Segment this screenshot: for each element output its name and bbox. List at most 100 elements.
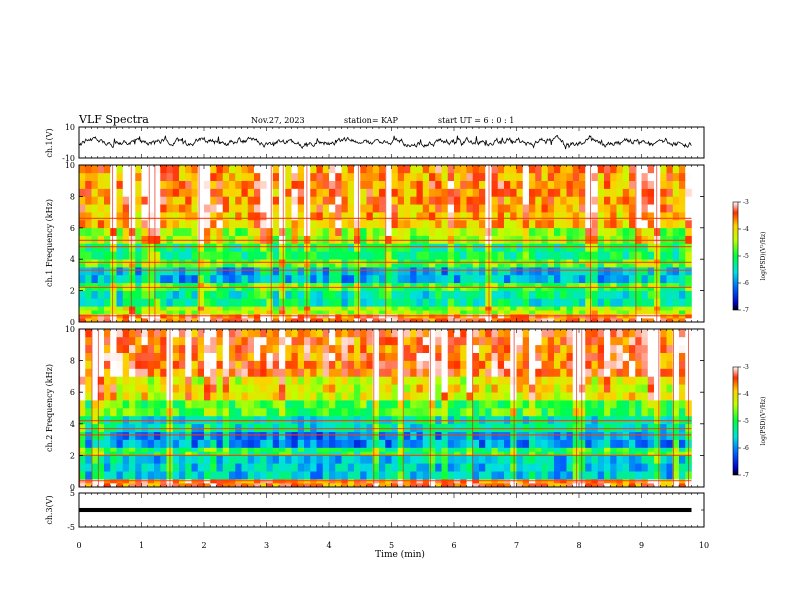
- spectrogram-cell: [85, 212, 92, 221]
- spectrogram-cell: [285, 235, 292, 244]
- spectrogram-cell: [566, 455, 574, 464]
- spectrogram-cell: [366, 423, 374, 432]
- spectrogram-cell: [260, 384, 267, 393]
- spectrogram-cell: [197, 451, 205, 456]
- spectrogram-cell: [685, 267, 692, 276]
- spectrogram-cell: [172, 227, 180, 236]
- spectrogram-cell: [435, 259, 442, 264]
- spectrogram-cell: [447, 310, 455, 315]
- spectrogram-cell: [147, 286, 155, 291]
- spectrogram-cell: [341, 376, 349, 385]
- spectrogram-cell: [654, 415, 661, 425]
- spectrogram-cell: [197, 274, 205, 284]
- spectrogram-cell: [397, 212, 405, 221]
- spectrogram-cell: [410, 384, 417, 393]
- spectrogram-cell: [235, 415, 242, 425]
- spectrogram-cell: [129, 212, 136, 221]
- spectrogram-cell: [591, 483, 599, 488]
- spectrogram-cell: [460, 384, 467, 393]
- spectrogram-cell: [491, 286, 499, 291]
- spectrogram-cell: [85, 267, 92, 276]
- spectrogram-cell: [172, 274, 180, 284]
- spectrogram-cell: [122, 368, 130, 377]
- spectrogram-cell: [522, 274, 530, 284]
- spectrogram-cell: [616, 384, 624, 393]
- spectrogram-cell: [579, 267, 586, 276]
- spectrogram-cell: [229, 282, 236, 287]
- spectrogram-cell: [685, 165, 692, 174]
- spectrogram-cell: [579, 243, 586, 252]
- spectrogram-cell: [341, 384, 349, 393]
- spectrogram-cell: [291, 431, 299, 440]
- spectrogram-cell: [322, 439, 330, 448]
- spectrogram-cell: [435, 368, 442, 377]
- spectrogram-cell: [166, 298, 174, 307]
- spectrogram-cell: [679, 196, 686, 205]
- spectrogram-cell: [597, 384, 605, 393]
- spectrogram-cell: [579, 447, 586, 452]
- spectrogram-cell: [322, 263, 330, 268]
- spectrogram-cell: [241, 392, 249, 401]
- spectrogram-cell: [647, 282, 655, 287]
- spectrogram-cell: [310, 392, 317, 401]
- spectrogram-cell: [560, 282, 567, 287]
- spectrogram-cell: [422, 344, 430, 353]
- spectrogram-cell: [410, 318, 417, 323]
- spectrogram-cell: [622, 282, 630, 287]
- spectrogram-cell: [547, 188, 555, 197]
- spectrogram-cell: [316, 336, 324, 346]
- spectrogram-cell: [416, 451, 424, 456]
- spectrogram-cell: [272, 282, 280, 287]
- spectrogram-cell: [422, 286, 430, 291]
- spectrogram-cell: [110, 298, 117, 307]
- spectrogram-cell: [666, 376, 674, 385]
- spectrogram-cell: [654, 400, 661, 409]
- spectrogram-cell: [179, 290, 186, 299]
- spectrogram-cell: [310, 471, 317, 480]
- spectrogram-cell: [429, 259, 436, 264]
- spectrogram-cell: [97, 368, 105, 377]
- spectrogram-cell: [247, 408, 255, 417]
- spectrogram-cell: [554, 282, 561, 287]
- spectrogram-cell: [404, 336, 411, 346]
- spectrogram-cell: [385, 329, 392, 338]
- spectrogram-cell: [204, 235, 211, 244]
- spectrogram-cell: [391, 463, 399, 472]
- spectrogram-cell: [304, 368, 311, 377]
- spectrogram-cell: [222, 188, 230, 197]
- spectrogram-cell: [197, 306, 205, 311]
- spectrogram-cell: [247, 212, 255, 221]
- spectrogram-cell: [522, 451, 530, 456]
- spectrogram-cell: [510, 415, 517, 425]
- spectrogram-cell: [229, 423, 236, 432]
- spectrogram-cell: [516, 451, 524, 456]
- spectrogram-cell: [160, 196, 167, 205]
- spectrogram-cell: [347, 243, 355, 252]
- spectrogram-cell: [672, 376, 680, 385]
- spectrogram-cell: [341, 400, 349, 409]
- spectrogram-cell: [210, 329, 217, 338]
- spectrogram-cell: [672, 306, 680, 311]
- spectrogram-cell: [222, 196, 230, 205]
- spectrogram-cell: [154, 204, 161, 213]
- spectrogram-cell: [266, 360, 274, 369]
- spectrogram-cell: [285, 306, 292, 311]
- spectrogram-cell: [554, 180, 561, 189]
- spectrogram-cell: [466, 483, 474, 488]
- spectrogram-cell: [535, 415, 542, 425]
- spectrogram-cell: [447, 352, 455, 361]
- spectrogram-cell: [629, 447, 636, 452]
- spectrogram-cell: [404, 431, 411, 440]
- spectrogram-cell: [391, 318, 399, 323]
- spectrogram-cell: [204, 471, 211, 480]
- spectrogram-cell: [391, 344, 399, 353]
- spectrogram-cell: [485, 227, 492, 236]
- spectrogram-cell: [110, 286, 117, 291]
- spectrogram-cell: [322, 212, 330, 221]
- spectrogram-cell: [116, 439, 124, 448]
- spectrogram-cell: [291, 336, 299, 346]
- spectrogram-cell: [672, 212, 680, 221]
- spectrogram-cell: [304, 352, 311, 361]
- spectrogram-cell: [104, 172, 111, 181]
- spectrogram-cell: [679, 290, 686, 299]
